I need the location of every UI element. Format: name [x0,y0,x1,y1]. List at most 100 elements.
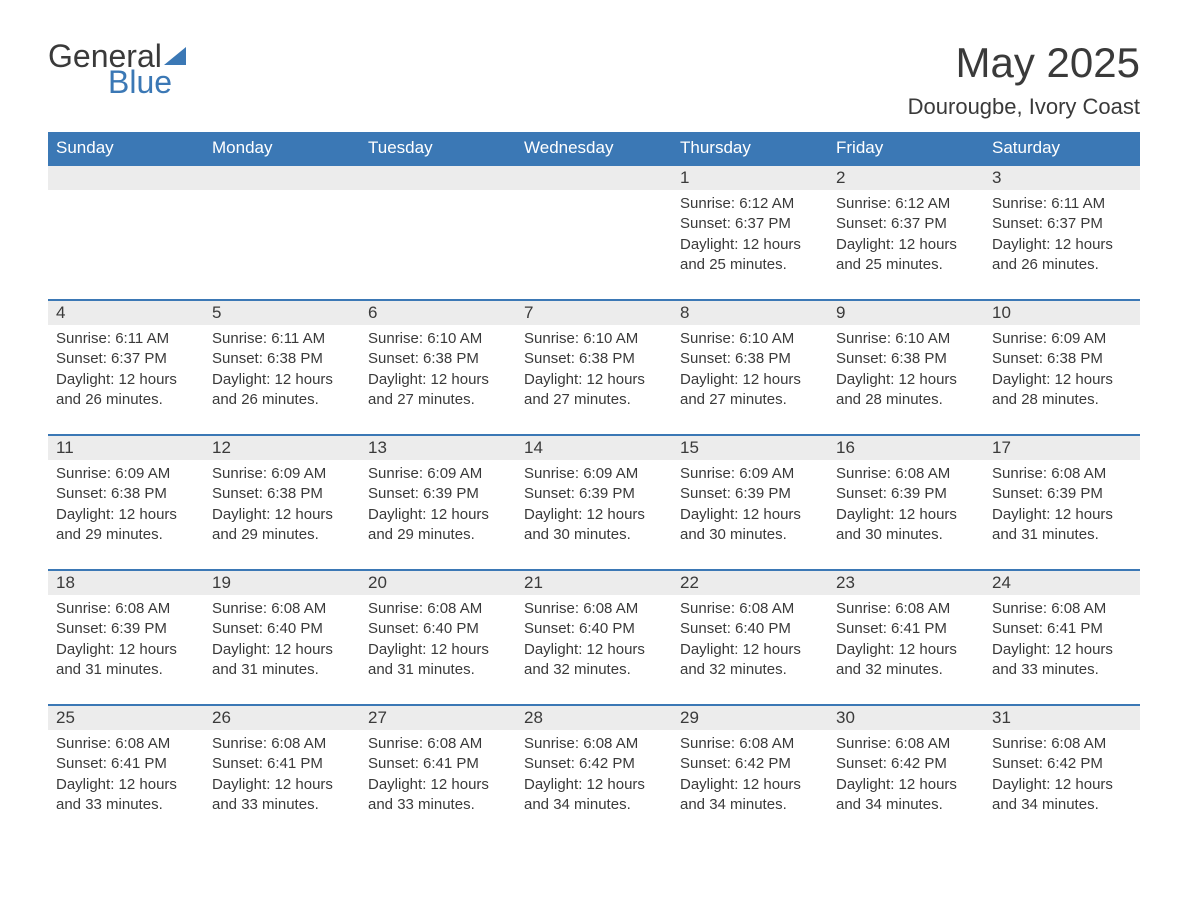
sunset-text: Sunset: 6:38 PM [524,349,664,369]
sunset-text: Sunset: 6:38 PM [836,349,976,369]
sunrise-text: Sunrise: 6:08 AM [680,734,820,754]
sunrise-text: Sunrise: 6:08 AM [992,464,1132,484]
calendar-table: Sunday Monday Tuesday Wednesday Thursday… [48,132,1140,840]
sunset-text: Sunset: 6:39 PM [368,484,508,504]
daylight-text: Daylight: 12 hours and 34 minutes. [836,775,976,816]
sunset-text: Sunset: 6:41 PM [56,754,196,774]
week-daynum-row: 45678910 [48,300,1140,325]
day-number-cell: 20 [360,570,516,595]
sunset-text: Sunset: 6:41 PM [992,619,1132,639]
sunset-text: Sunset: 6:39 PM [524,484,664,504]
sunrise-text: Sunrise: 6:12 AM [836,194,976,214]
day-number-cell [360,165,516,190]
sunrise-text: Sunrise: 6:08 AM [56,734,196,754]
sunrise-text: Sunrise: 6:09 AM [212,464,352,484]
day-cell: Sunrise: 6:10 AMSunset: 6:38 PMDaylight:… [828,325,984,435]
day-cell: Sunrise: 6:08 AMSunset: 6:40 PMDaylight:… [360,595,516,705]
daylight-text: Daylight: 12 hours and 34 minutes. [992,775,1132,816]
sunset-text: Sunset: 6:39 PM [992,484,1132,504]
week-body-row: Sunrise: 6:08 AMSunset: 6:41 PMDaylight:… [48,730,1140,840]
sunset-text: Sunset: 6:40 PM [212,619,352,639]
title-block: May 2025 Dourougbe, Ivory Coast [908,40,1140,120]
sunset-text: Sunset: 6:42 PM [680,754,820,774]
daylight-text: Daylight: 12 hours and 32 minutes. [524,640,664,681]
sunrise-text: Sunrise: 6:10 AM [524,329,664,349]
day-cell: Sunrise: 6:08 AMSunset: 6:41 PMDaylight:… [828,595,984,705]
day-cell: Sunrise: 6:08 AMSunset: 6:42 PMDaylight:… [828,730,984,840]
daylight-text: Daylight: 12 hours and 31 minutes. [56,640,196,681]
day-number-cell [516,165,672,190]
day-cell: Sunrise: 6:10 AMSunset: 6:38 PMDaylight:… [672,325,828,435]
day-cell: Sunrise: 6:08 AMSunset: 6:39 PMDaylight:… [48,595,204,705]
daylight-text: Daylight: 12 hours and 32 minutes. [836,640,976,681]
day-number-cell: 3 [984,165,1140,190]
day-number-cell: 14 [516,435,672,460]
day-cell: Sunrise: 6:11 AMSunset: 6:37 PMDaylight:… [48,325,204,435]
day-number-cell: 10 [984,300,1140,325]
sunrise-text: Sunrise: 6:09 AM [524,464,664,484]
daylight-text: Daylight: 12 hours and 29 minutes. [368,505,508,546]
day-number-cell: 1 [672,165,828,190]
daylight-text: Daylight: 12 hours and 30 minutes. [680,505,820,546]
day-header: Tuesday [360,132,516,165]
page-header: General Blue May 2025 Dourougbe, Ivory C… [48,40,1140,120]
day-header: Friday [828,132,984,165]
daylight-text: Daylight: 12 hours and 26 minutes. [992,235,1132,276]
day-header: Sunday [48,132,204,165]
sunset-text: Sunset: 6:38 PM [56,484,196,504]
day-cell: Sunrise: 6:11 AMSunset: 6:37 PMDaylight:… [984,190,1140,300]
sunset-text: Sunset: 6:37 PM [56,349,196,369]
daylight-text: Daylight: 12 hours and 33 minutes. [368,775,508,816]
sunset-text: Sunset: 6:40 PM [680,619,820,639]
sunset-text: Sunset: 6:39 PM [836,484,976,504]
week-daynum-row: 25262728293031 [48,705,1140,730]
day-number-cell: 5 [204,300,360,325]
sunrise-text: Sunrise: 6:08 AM [368,734,508,754]
day-number-cell: 27 [360,705,516,730]
day-cell [360,190,516,300]
day-number-cell: 19 [204,570,360,595]
day-cell: Sunrise: 6:12 AMSunset: 6:37 PMDaylight:… [672,190,828,300]
week-body-row: Sunrise: 6:11 AMSunset: 6:37 PMDaylight:… [48,325,1140,435]
day-number-cell [204,165,360,190]
day-cell: Sunrise: 6:11 AMSunset: 6:38 PMDaylight:… [204,325,360,435]
day-number-cell: 26 [204,705,360,730]
day-cell: Sunrise: 6:09 AMSunset: 6:39 PMDaylight:… [672,460,828,570]
day-number-cell: 31 [984,705,1140,730]
day-number-cell: 22 [672,570,828,595]
daylight-text: Daylight: 12 hours and 26 minutes. [212,370,352,411]
week-body-row: Sunrise: 6:08 AMSunset: 6:39 PMDaylight:… [48,595,1140,705]
brand-text: General Blue [48,40,188,98]
daylight-text: Daylight: 12 hours and 27 minutes. [524,370,664,411]
page-subtitle: Dourougbe, Ivory Coast [908,94,1140,120]
day-cell: Sunrise: 6:09 AMSunset: 6:39 PMDaylight:… [360,460,516,570]
sunrise-text: Sunrise: 6:08 AM [212,734,352,754]
sunrise-text: Sunrise: 6:09 AM [680,464,820,484]
day-number-cell: 16 [828,435,984,460]
daylight-text: Daylight: 12 hours and 33 minutes. [992,640,1132,681]
day-cell: Sunrise: 6:08 AMSunset: 6:42 PMDaylight:… [516,730,672,840]
day-cell: Sunrise: 6:10 AMSunset: 6:38 PMDaylight:… [516,325,672,435]
sunset-text: Sunset: 6:38 PM [680,349,820,369]
week-body-row: Sunrise: 6:09 AM Sunset: 6:38 PM Daylight:… [48,460,1140,570]
daylight-text: Daylight: 12 hours and 34 minutes. [524,775,664,816]
sunset-text: Sunset: 6:40 PM [368,619,508,639]
daylight-text: Daylight: 12 hours and 33 minutes. [212,775,352,816]
sunrise-text: Sunrise: 6:08 AM [368,599,508,619]
day-cell: Sunrise: 6:08 AMSunset: 6:40 PMDaylight:… [516,595,672,705]
day-number-cell: 25 [48,705,204,730]
day-number-cell: 11 [48,435,204,460]
week-body-row: Sunrise: 6:12 AMSunset: 6:37 PM Daylight:… [48,190,1140,300]
daylight-text: Daylight: 12 hours and 27 minutes. [680,370,820,411]
sunset-text: Sunset: 6:41 PM [212,754,352,774]
daylight-text: Daylight: 12 hours and 33 minutes. [56,775,196,816]
day-header: Thursday [672,132,828,165]
daylight-text: Daylight: 12 hours and 29 minutes. [212,505,352,546]
sunrise-text: Sunrise: 6:08 AM [836,734,976,754]
daylight-text: Daylight: 12 hours and 28 minutes. [992,370,1132,411]
day-header-row: Sunday Monday Tuesday Wednesday Thursday… [48,132,1140,165]
day-number-cell: 30 [828,705,984,730]
sunset-text: Sunset: 6:37 PM [836,214,976,234]
sunset-text: Sunset: 6:40 PM [524,619,664,639]
daylight-text: Daylight: 12 hours and 28 minutes. [836,370,976,411]
